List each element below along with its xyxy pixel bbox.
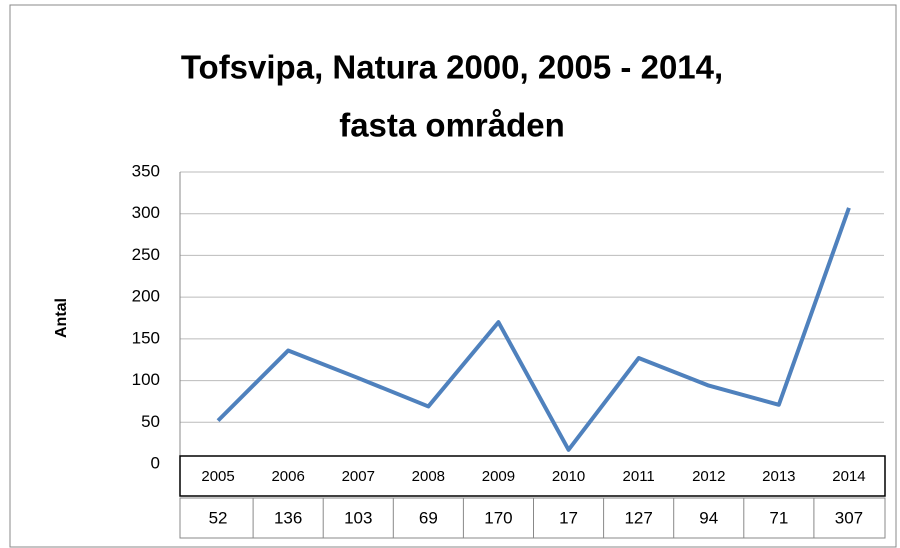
x-tick-label: 2007 [342,468,375,485]
x-tick-label: 2010 [552,468,585,485]
data-label: 170 [484,508,512,527]
data-label: 71 [769,508,788,527]
x-tick-label: 2014 [832,468,865,485]
x-tick-label: 2011 [623,468,655,485]
x-tick-label: 2009 [482,468,515,485]
y-tick-label: 50 [141,412,160,431]
x-tick-label: 2013 [762,468,795,485]
y-tick-label: 200 [132,287,160,306]
data-label: 136 [274,508,302,527]
y-tick-label: 300 [132,203,160,222]
category-box [179,455,886,497]
chart-title: Tofsvipa, Natura 2000, 2005 - 2014, [181,49,723,86]
x-tick-label: 2005 [201,468,234,485]
data-label: 52 [209,508,228,527]
x-tick-label: 2012 [692,468,725,485]
chart-title: fasta områden [339,107,565,144]
x-tick-label: 2006 [271,468,304,485]
data-label: 307 [835,508,863,527]
data-label: 17 [559,508,578,527]
data-label: 103 [344,508,372,527]
x-tick-label: 2008 [412,468,445,485]
y-tick-label: 350 [132,161,160,180]
data-label: 69 [419,508,438,527]
y-axis-label: Antal [53,298,70,338]
table-row [179,497,886,539]
data-label: 127 [624,508,652,527]
y-tick-label: 0 [151,453,160,472]
data-label: 94 [699,508,718,527]
y-tick-label: 100 [132,370,160,389]
series-line [216,207,851,452]
y-tick-label: 250 [132,245,160,264]
y-tick-label: 150 [132,328,160,347]
